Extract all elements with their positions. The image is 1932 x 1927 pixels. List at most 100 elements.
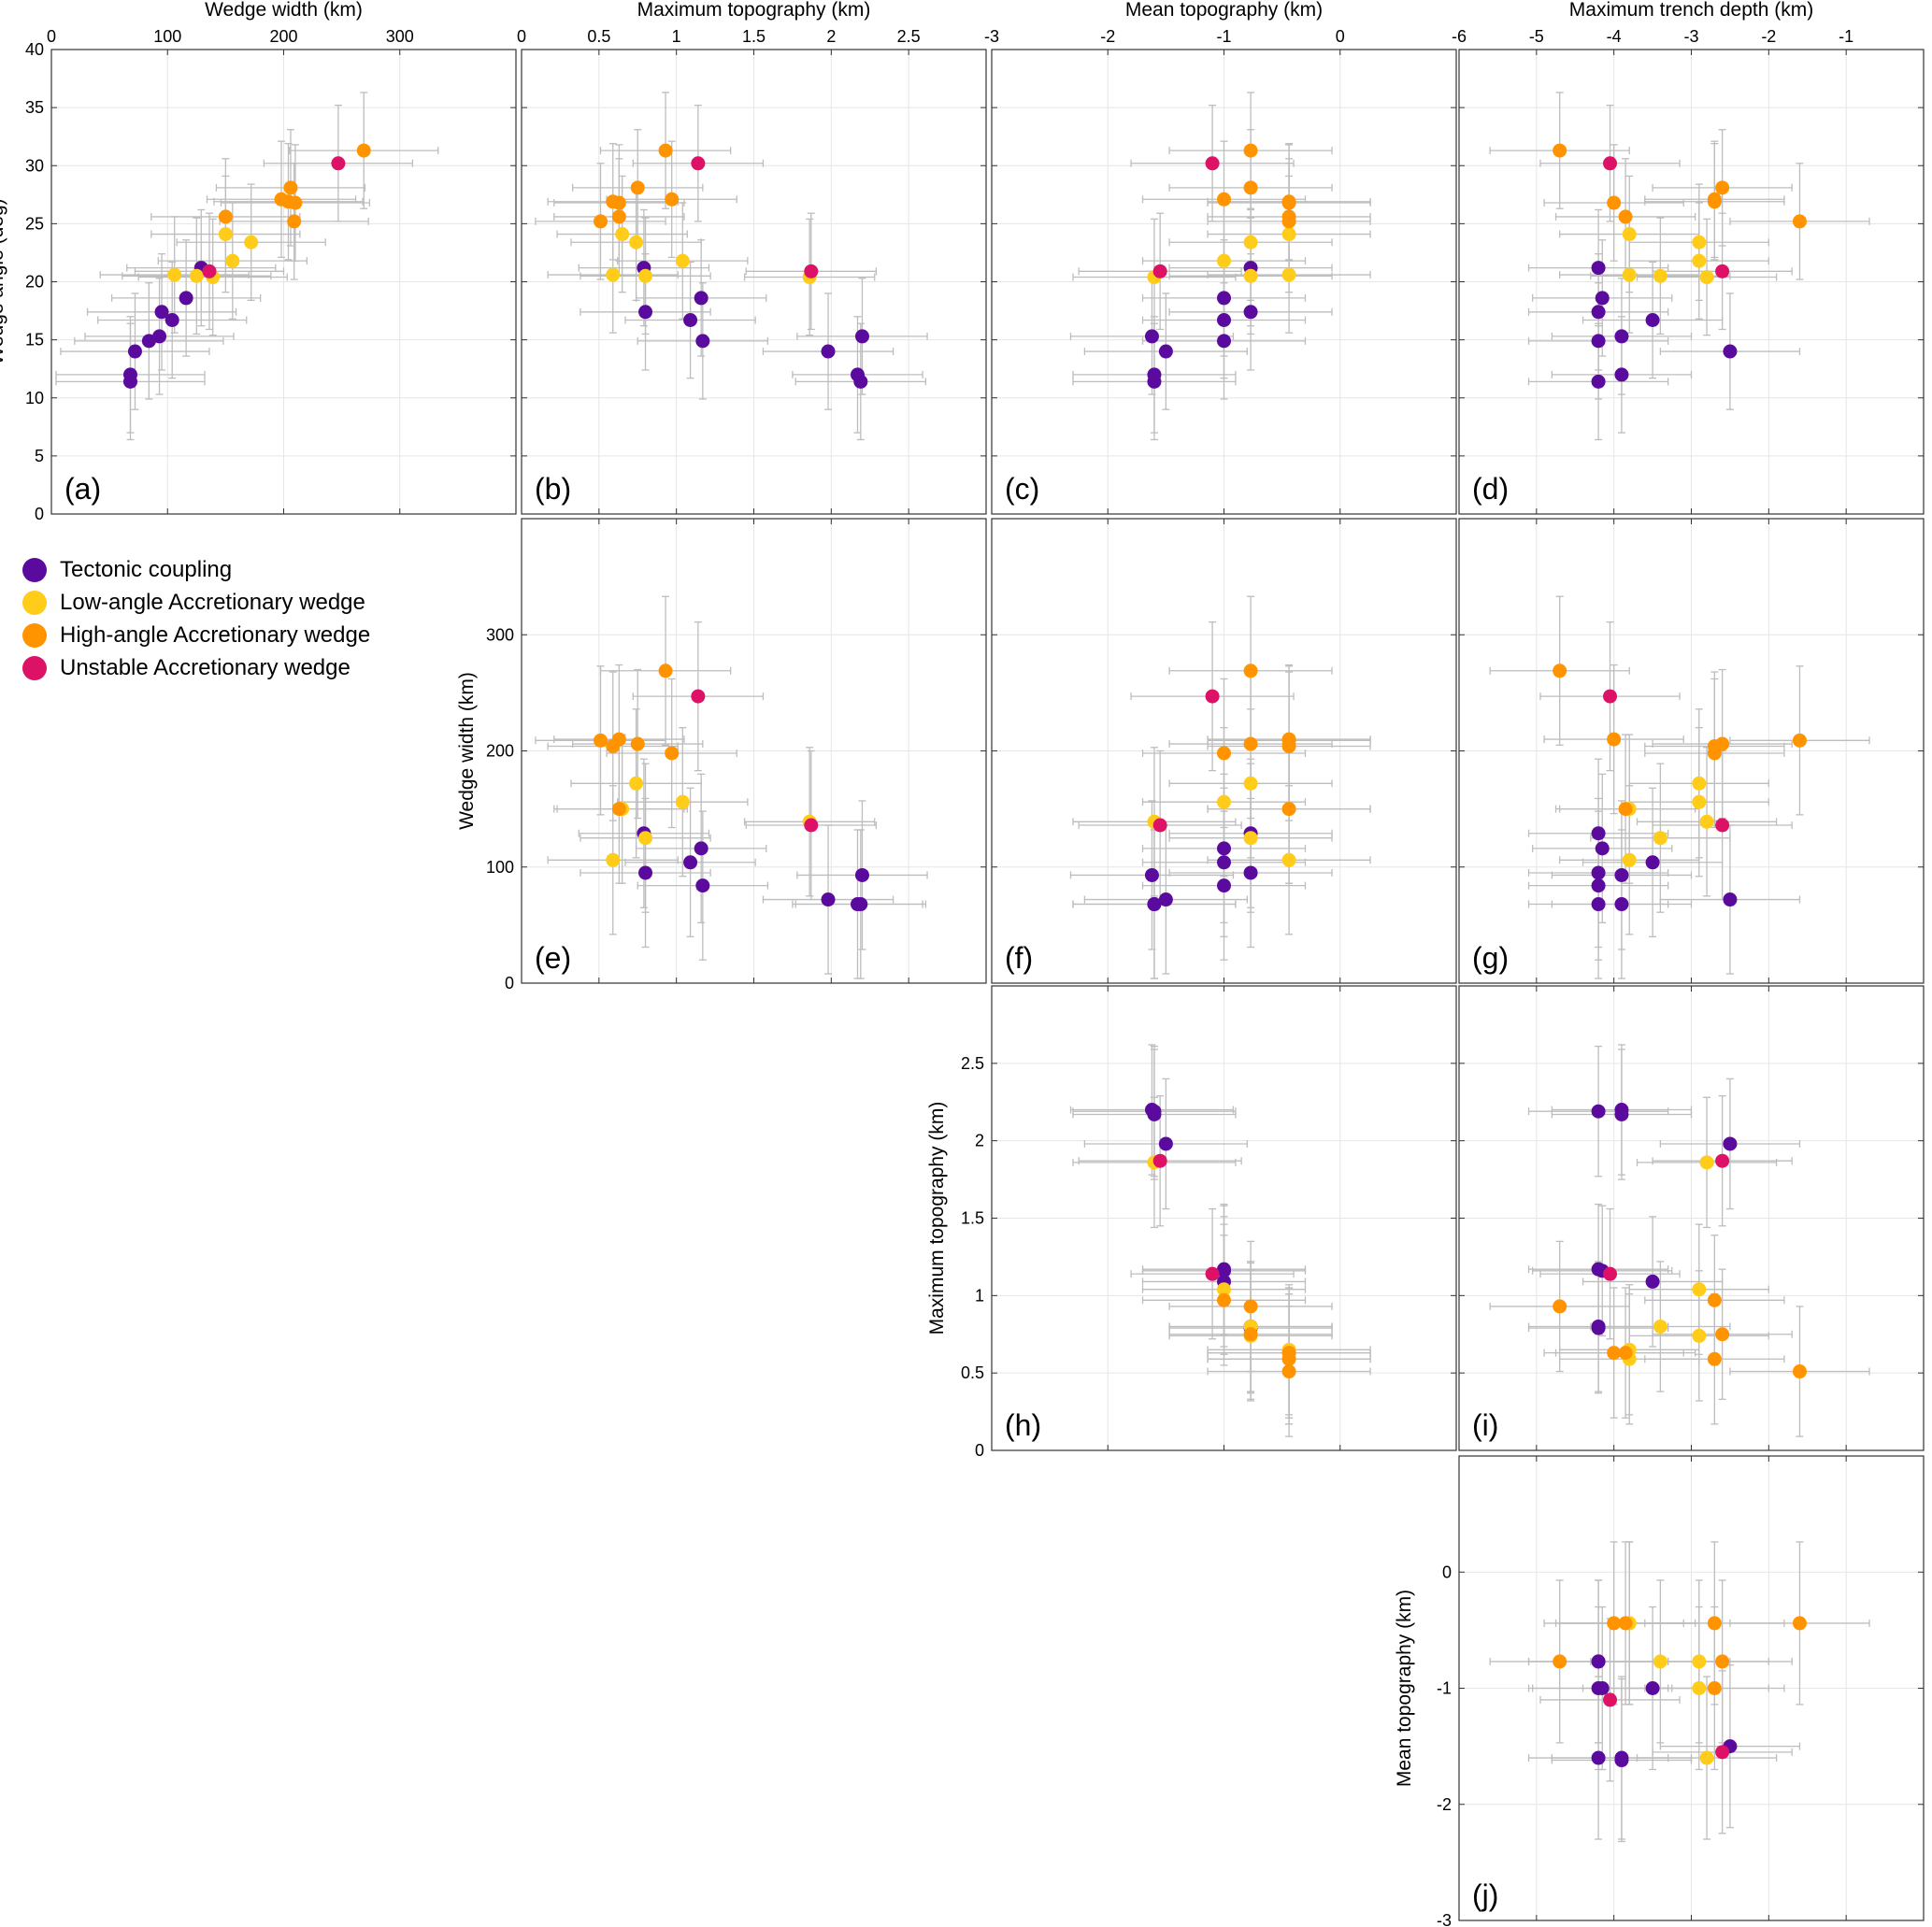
data-point-high-angle-accretionary-wedge [1715, 1654, 1730, 1669]
data-point-low-angle-accretionary-wedge [1692, 794, 1707, 809]
legend-item: Tectonic coupling [22, 553, 370, 586]
data-point-low-angle-accretionary-wedge [1281, 852, 1296, 867]
data-point-high-angle-accretionary-wedge [1553, 1654, 1567, 1669]
data-point-high-angle-accretionary-wedge [593, 733, 608, 748]
data-point-tectonic-coupling [1591, 305, 1606, 320]
data-point-unstable-accretionary-wedge [1152, 818, 1167, 833]
data-point-tectonic-coupling [1217, 334, 1231, 349]
data-point-high-angle-accretionary-wedge [283, 180, 298, 195]
y-tick-label: 0 [1442, 1563, 1452, 1581]
data-point-low-angle-accretionary-wedge [615, 227, 630, 242]
data-point-unstable-accretionary-wedge [1715, 1745, 1730, 1760]
x-tick-label: 0 [517, 27, 526, 46]
panel-f: (f) [991, 518, 1457, 984]
data-point-low-angle-accretionary-wedge [606, 267, 621, 282]
panel-label: (f) [1005, 941, 1033, 975]
data-point-low-angle-accretionary-wedge [1281, 267, 1296, 282]
data-point-high-angle-accretionary-wedge [611, 195, 626, 210]
data-point-tectonic-coupling [1243, 865, 1258, 880]
y-axis-label: Wedge width (km) [456, 672, 478, 830]
legend-label: Unstable Accretionary wedge [60, 654, 351, 680]
data-point-unstable-accretionary-wedge [804, 818, 819, 833]
data-point-low-angle-accretionary-wedge [1217, 253, 1231, 268]
x-tick-label: 100 [153, 27, 181, 46]
data-point-low-angle-accretionary-wedge [1699, 270, 1714, 285]
data-point-high-angle-accretionary-wedge [1792, 1364, 1807, 1379]
data-point-high-angle-accretionary-wedge [1707, 1681, 1722, 1695]
data-point-high-angle-accretionary-wedge [630, 180, 645, 195]
legend-marker-unstable [22, 655, 47, 680]
panel-a: 0 100 200 300 Wedge width (km) 0 5 10 15 20 25 30 35… [0, 0, 517, 523]
y-tick-label: 15 [25, 331, 44, 350]
x-tick-label: 1 [672, 27, 681, 46]
data-point-tectonic-coupling [854, 329, 869, 344]
legend-item: High-angle Accretionary wedge [22, 619, 370, 651]
panel-label: (h) [1005, 1408, 1041, 1442]
data-point-tectonic-coupling [1217, 313, 1231, 328]
data-point-tectonic-coupling [821, 892, 836, 907]
legend-label: Low-angle Accretionary wedge [60, 589, 365, 615]
panel-label: (g) [1472, 941, 1509, 975]
y-axis-label: Wedge angle (deg) [0, 198, 7, 364]
y-tick-label: 100 [486, 858, 514, 877]
data-point-high-angle-accretionary-wedge [1618, 1616, 1633, 1631]
legend-label: Tectonic coupling [60, 556, 233, 582]
data-point-tectonic-coupling [1595, 291, 1610, 306]
data-point-tectonic-coupling [1723, 892, 1738, 907]
x-tick-label: 2.5 [897, 27, 921, 46]
data-point-unstable-accretionary-wedge [691, 156, 706, 171]
data-point-unstable-accretionary-wedge [1205, 1266, 1220, 1281]
y-tick-label: -2 [1437, 1795, 1452, 1814]
data-point-high-angle-accretionary-wedge [356, 143, 371, 158]
data-point-high-angle-accretionary-wedge [1281, 732, 1296, 747]
data-point-tectonic-coupling [1614, 367, 1629, 382]
data-point-low-angle-accretionary-wedge [1243, 268, 1258, 283]
data-point-low-angle-accretionary-wedge [189, 268, 204, 283]
y-tick-label: 2.5 [961, 1054, 984, 1073]
x-tick-label: 2 [826, 27, 836, 46]
data-point-tectonic-coupling [694, 841, 708, 856]
y-tick-label: 0 [505, 974, 514, 992]
data-point-tectonic-coupling [683, 313, 698, 328]
data-point-tectonic-coupling [1591, 878, 1606, 893]
x-tick-label: -2 [1761, 27, 1776, 46]
data-point-tectonic-coupling [165, 313, 179, 328]
legend-item: Unstable Accretionary wedge [22, 651, 370, 684]
data-point-low-angle-accretionary-wedge [1699, 814, 1714, 829]
data-point-low-angle-accretionary-wedge [1281, 227, 1296, 242]
data-point-high-angle-accretionary-wedge [630, 736, 645, 751]
data-point-unstable-accretionary-wedge [804, 264, 819, 278]
data-point-high-angle-accretionary-wedge [1707, 1616, 1722, 1631]
y-tick-label: 10 [25, 389, 44, 407]
data-point-high-angle-accretionary-wedge [1553, 1299, 1567, 1314]
x-tick-label: -2 [1100, 27, 1115, 46]
data-point-tectonic-coupling [638, 865, 653, 880]
y-tick-label: 1 [975, 1286, 984, 1305]
data-point-high-angle-accretionary-wedge [1792, 1616, 1807, 1631]
data-point-low-angle-accretionary-wedge [1692, 1681, 1707, 1695]
data-point-unstable-accretionary-wedge [1603, 156, 1618, 171]
data-point-tectonic-coupling [1614, 329, 1629, 344]
data-point-high-angle-accretionary-wedge [1707, 1292, 1722, 1307]
data-point-low-angle-accretionary-wedge [629, 776, 644, 791]
data-point-low-angle-accretionary-wedge [675, 253, 690, 268]
data-point-tectonic-coupling [154, 305, 169, 320]
legend-marker-low-angle [22, 590, 47, 615]
data-point-low-angle-accretionary-wedge [1622, 852, 1637, 867]
data-point-tectonic-coupling [1591, 1104, 1606, 1119]
data-point-low-angle-accretionary-wedge [1243, 776, 1258, 791]
data-point-low-angle-accretionary-wedge [1217, 1282, 1231, 1297]
data-point-unstable-accretionary-wedge [1152, 1153, 1167, 1168]
data-point-low-angle-accretionary-wedge [167, 267, 182, 282]
data-point-tectonic-coupling [1614, 897, 1629, 912]
data-point-high-angle-accretionary-wedge [1792, 214, 1807, 229]
data-point-tectonic-coupling [1217, 878, 1231, 893]
x-tick-label: -6 [1452, 27, 1467, 46]
data-point-tectonic-coupling [1243, 305, 1258, 320]
data-point-tectonic-coupling [141, 334, 156, 349]
data-point-low-angle-accretionary-wedge [225, 253, 240, 268]
data-point-high-angle-accretionary-wedge [1618, 209, 1633, 224]
data-point-unstable-accretionary-wedge [202, 264, 217, 278]
data-point-unstable-accretionary-wedge [1205, 689, 1220, 704]
